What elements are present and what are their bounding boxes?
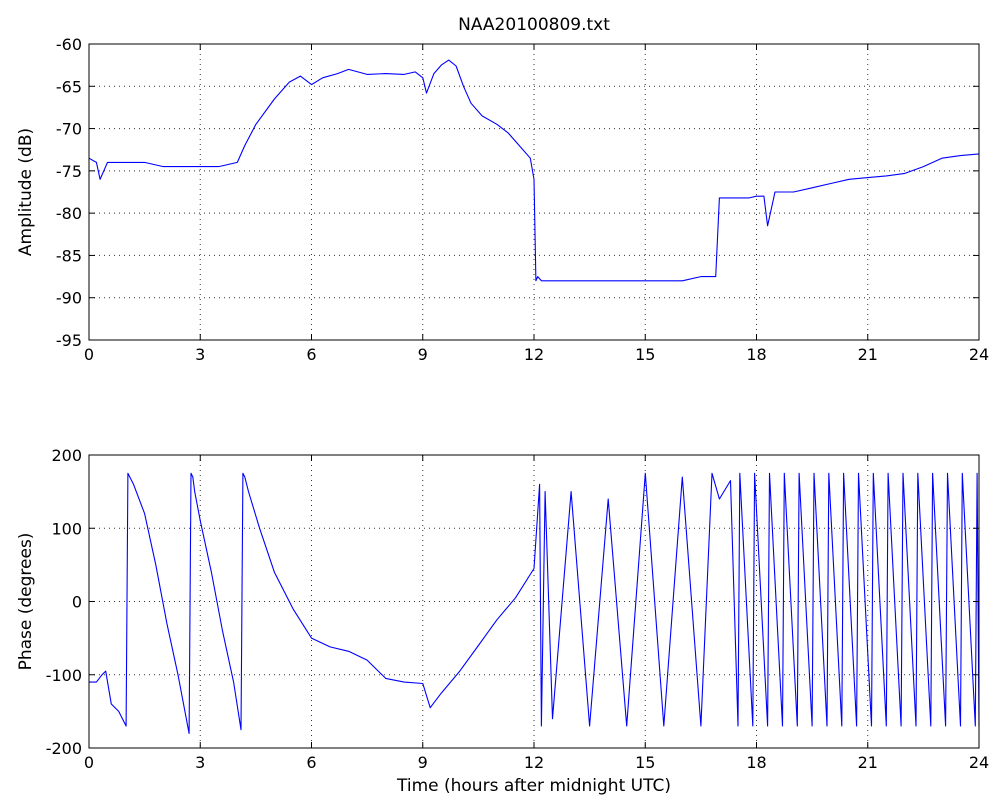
y-tick-label: -75 <box>56 162 82 181</box>
y-tick-label: -65 <box>56 77 82 96</box>
y-tick-label: -100 <box>46 666 82 685</box>
x-axis-label: Time (hours after midnight UTC) <box>396 776 671 796</box>
chart-title: NAA20100809.txt <box>458 15 610 35</box>
y-tick-label: -95 <box>56 331 82 350</box>
series-line-0 <box>88 59 980 282</box>
y-tick-label: 100 <box>51 519 82 538</box>
x-tick-label: 12 <box>524 345 544 364</box>
y-tick-label: 0 <box>72 593 82 612</box>
x-tick-label: 0 <box>84 753 94 772</box>
x-tick-label: 24 <box>969 345 989 364</box>
x-tick-label: 15 <box>635 753 655 772</box>
x-tick-label: 18 <box>746 753 766 772</box>
x-tick-label: 0 <box>84 345 94 364</box>
y-tick-label: -70 <box>56 120 82 139</box>
x-tick-label: 21 <box>858 753 878 772</box>
y-axis-label: Phase (degrees) <box>16 533 36 671</box>
y-tick-label: -90 <box>56 289 82 308</box>
x-tick-label: 21 <box>858 345 878 364</box>
x-tick-label: 6 <box>306 345 316 364</box>
x-tick-label: 6 <box>306 753 316 772</box>
y-tick-label: -85 <box>56 246 82 265</box>
y-axis-label: Amplitude (dB) <box>16 128 36 256</box>
x-tick-label: 9 <box>418 753 428 772</box>
x-tick-label: 9 <box>418 345 428 364</box>
x-tick-label: 24 <box>969 753 989 772</box>
x-tick-label: 3 <box>195 753 205 772</box>
x-tick-label: 3 <box>195 345 205 364</box>
series-line-0 <box>89 472 980 734</box>
y-tick-label: 200 <box>51 446 82 465</box>
y-tick-label: -200 <box>46 739 82 758</box>
x-tick-label: 18 <box>746 345 766 364</box>
y-tick-label: -80 <box>56 204 82 223</box>
x-tick-label: 12 <box>524 753 544 772</box>
x-tick-label: 15 <box>635 345 655 364</box>
y-tick-label: -60 <box>56 35 82 54</box>
amplitude-plot: 0 3 6 9 12 15 18 21 24 -95 -90 -85 -80 -75 -70 -65 -60 NA… <box>16 15 989 364</box>
phase-plot: 0 3 6 9 12 15 18 21 24 -200 -100 0 100 200 Time (hours… <box>16 446 989 796</box>
